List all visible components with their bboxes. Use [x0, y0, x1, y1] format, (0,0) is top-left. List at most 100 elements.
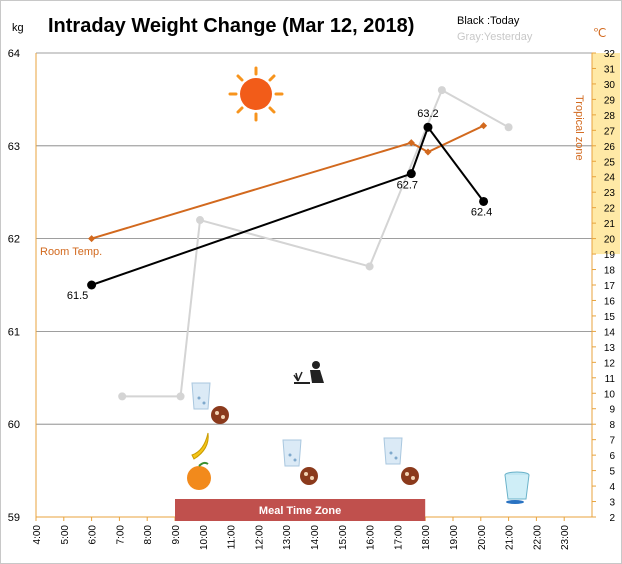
legend-yesterday: Gray:Yesterday: [457, 31, 533, 43]
meal-time-zone-label: Meal Time Zone: [259, 505, 341, 517]
meal-time-zone-bar: [175, 499, 426, 521]
x-tick-label: 6:00: [88, 525, 99, 545]
right-tick-label: 28: [604, 111, 616, 122]
temperature-point: [480, 122, 488, 130]
cookie-icon: [300, 467, 318, 485]
right-axis-unit: ℃: [593, 26, 606, 40]
x-tick-label: 8:00: [143, 525, 154, 545]
today-data-label: 62.4: [471, 206, 492, 218]
x-tick-label: 4:00: [32, 525, 43, 545]
temperature-point: [88, 235, 96, 243]
yesterday-point: [196, 216, 205, 225]
banana-icon: [191, 432, 209, 460]
right-tick-label: 29: [604, 95, 616, 106]
x-tick-label: 14:00: [310, 525, 321, 550]
right-tick-label: 31: [604, 64, 616, 75]
today-point: [423, 122, 433, 132]
left-tick-label: 61: [8, 326, 20, 338]
right-tick-label: 25: [604, 157, 616, 168]
temperature-series-line: [91, 124, 485, 240]
today-data-label: 63.2: [417, 108, 438, 120]
right-tick-label: 16: [604, 296, 616, 307]
x-tick-label: 22:00: [532, 525, 543, 550]
water-glass-icon: [191, 382, 211, 410]
left-axis-ticks: 59 60 61 62 63 64: [8, 48, 20, 524]
tropical-zone-band: [592, 53, 620, 255]
tropical-zone-label: Tropical zone: [573, 95, 585, 161]
yesterday-point: [118, 392, 127, 401]
cookie-icon: [211, 406, 229, 424]
right-tick-label: 12: [604, 358, 616, 369]
today-data-label: 61.5: [67, 290, 88, 302]
right-tick-label: 32: [604, 49, 616, 60]
x-tick-label: 11:00: [227, 525, 238, 550]
right-tick-label: 10: [604, 389, 616, 400]
x-tick-label: 20:00: [477, 525, 488, 550]
left-tick-label: 60: [8, 419, 20, 431]
yesterday-point: [176, 392, 185, 401]
right-tick-label: 18: [604, 266, 616, 277]
right-tick-label: 8: [609, 420, 615, 431]
yesterday-point: [504, 123, 513, 132]
left-tick-label: 63: [8, 141, 20, 153]
x-axis-ticks: 4:00 5:00 6:00 7:00 8:00 9:00 10:00 11:00 12:00 1…: [32, 517, 571, 550]
x-tick-label: 17:00: [393, 525, 404, 550]
left-tick-label: 59: [8, 512, 20, 524]
right-tick-label: 23: [604, 188, 616, 199]
right-tick-label: 4: [609, 482, 615, 493]
x-tick-label: 18:00: [421, 525, 432, 550]
temperature-point: [424, 148, 432, 156]
sun-icon: [228, 66, 284, 122]
today-point: [479, 196, 489, 206]
x-tick-label: 9:00: [171, 525, 182, 545]
orange-icon: [187, 461, 211, 490]
cup-icon: [504, 471, 530, 504]
x-tick-label: 10:00: [199, 525, 210, 550]
right-tick-label: 9: [609, 405, 615, 416]
x-tick-label: 21:00: [505, 525, 516, 550]
x-tick-label: 23:00: [560, 525, 571, 550]
water-glass-icon: [282, 439, 302, 467]
right-tick-label: 2: [609, 513, 615, 524]
temperature-point: [407, 139, 415, 147]
x-tick-label: 7:00: [115, 525, 126, 545]
right-tick-label: 11: [605, 374, 616, 385]
x-tick-label: 5:00: [60, 525, 71, 545]
right-tick-label: 24: [604, 173, 616, 184]
right-tick-label: 20: [604, 235, 616, 246]
water-glass-icon: [383, 437, 403, 465]
today-point: [87, 280, 97, 290]
today-point: [406, 169, 416, 179]
x-tick-label: 13:00: [282, 525, 293, 550]
right-tick-label: 5: [609, 467, 615, 478]
today-series-line: [91, 126, 485, 286]
right-tick-label: 22: [604, 204, 616, 215]
right-tick-label: 13: [604, 343, 616, 354]
right-tick-label: 27: [604, 126, 616, 137]
right-tick-label: 26: [604, 142, 616, 153]
yesterday-series-line: [122, 89, 510, 398]
right-tick-label: 15: [604, 312, 616, 323]
right-tick-label: 19: [604, 250, 616, 261]
left-tick-label: 62: [8, 234, 20, 246]
yesterday-point: [437, 86, 446, 95]
right-axis-ticks: 2345678910111213141516171819202122232425…: [592, 49, 615, 524]
today-data-label: 62.7: [397, 180, 418, 192]
right-tick-label: 6: [609, 451, 615, 462]
right-tick-label: 17: [604, 281, 616, 292]
yesterday-point: [365, 262, 374, 271]
legend-today: Black :Today: [457, 15, 520, 27]
left-axis-unit: kg: [12, 22, 24, 34]
right-tick-label: 14: [604, 327, 616, 338]
right-tick-label: 30: [604, 80, 616, 91]
x-tick-label: 12:00: [254, 525, 265, 550]
gridlines: [36, 52, 592, 518]
gardening-icon: [293, 361, 324, 384]
series-layer: 61.5 62.7 63.2 62.4: [67, 86, 513, 401]
right-tick-label: 21: [604, 219, 616, 230]
x-tick-label: 15:00: [338, 525, 349, 550]
x-tick-label: 16:00: [366, 525, 377, 550]
x-tick-label: 19:00: [449, 525, 460, 550]
right-tick-label: 7: [609, 436, 615, 447]
cookie-icon: [401, 467, 419, 485]
